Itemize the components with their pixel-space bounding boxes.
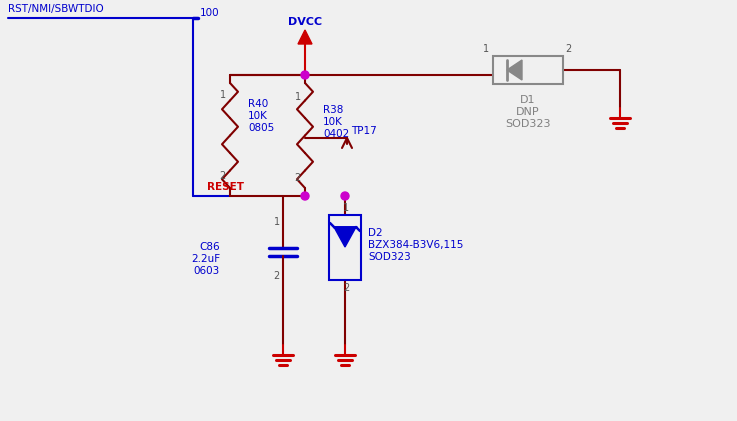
Text: R38: R38	[323, 105, 343, 115]
Text: 0603: 0603	[194, 266, 220, 276]
Text: 1: 1	[274, 217, 280, 227]
Text: 1: 1	[343, 203, 349, 213]
Text: SOD323: SOD323	[368, 252, 411, 262]
Text: TP17: TP17	[351, 126, 377, 136]
Text: D2: D2	[368, 228, 383, 238]
Text: BZX384-B3V6,115: BZX384-B3V6,115	[368, 240, 464, 250]
Text: C86: C86	[200, 242, 220, 252]
Text: 10K: 10K	[248, 111, 268, 121]
Text: RESET: RESET	[207, 182, 244, 192]
Text: 100: 100	[200, 8, 220, 18]
Bar	[329, 215, 361, 280]
Text: 10K: 10K	[323, 117, 343, 127]
Polygon shape	[507, 60, 522, 80]
Text: 0402: 0402	[323, 129, 349, 139]
Text: 1: 1	[295, 92, 301, 102]
Text: 2: 2	[343, 283, 349, 293]
Text: 2: 2	[220, 171, 226, 181]
Polygon shape	[298, 30, 312, 44]
Circle shape	[301, 192, 309, 200]
Text: 2: 2	[273, 271, 280, 281]
Text: D1: D1	[520, 95, 536, 105]
Circle shape	[341, 192, 349, 200]
Text: 2.2uF: 2.2uF	[191, 254, 220, 264]
Text: 2: 2	[295, 173, 301, 183]
Circle shape	[301, 71, 309, 79]
Text: R40: R40	[248, 99, 268, 109]
Text: 2: 2	[565, 44, 571, 54]
Text: DNP: DNP	[516, 107, 539, 117]
Text: 0805: 0805	[248, 123, 274, 133]
Text: RST/NMI/SBWTDIO: RST/NMI/SBWTDIO	[8, 4, 104, 14]
Text: SOD323: SOD323	[506, 119, 551, 129]
Bar	[493, 56, 563, 84]
Text: 1: 1	[483, 44, 489, 54]
Text: 1: 1	[220, 90, 226, 100]
Polygon shape	[334, 227, 356, 247]
Text: DVCC: DVCC	[288, 17, 322, 27]
